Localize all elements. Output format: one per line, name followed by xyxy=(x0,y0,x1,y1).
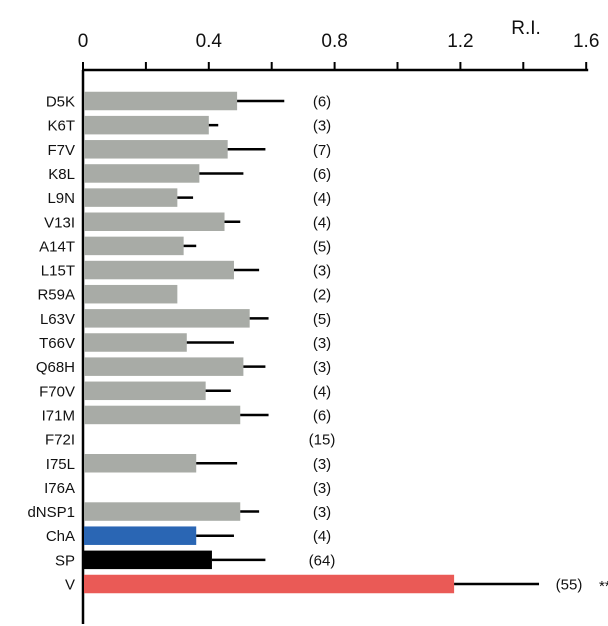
x-tick-label: 1.2 xyxy=(447,31,473,52)
bar xyxy=(84,526,197,545)
sample-size-label: (55) xyxy=(556,577,583,594)
category-label: A14T xyxy=(39,238,75,255)
category-label: L15T xyxy=(41,263,75,280)
bar xyxy=(84,115,209,135)
category-label: K6T xyxy=(47,118,75,135)
bar xyxy=(84,140,228,159)
sample-size-label: (4) xyxy=(313,528,331,545)
x-tick-label: 0.8 xyxy=(321,31,347,52)
bar xyxy=(84,333,187,352)
category-label: L63V xyxy=(40,311,75,328)
category-label: F72I xyxy=(45,432,75,449)
x-tick-label: 0.4 xyxy=(196,31,223,52)
bar xyxy=(84,188,178,207)
x-axis: 0 0.4 0.8 1.2 1.6 xyxy=(78,31,599,72)
sample-size-label: (4) xyxy=(313,190,331,207)
significance-marker: *** xyxy=(599,578,608,595)
category-label: T66V xyxy=(39,335,75,352)
category-label: V xyxy=(65,577,75,594)
sample-size-label: (3) xyxy=(313,480,331,497)
bar xyxy=(84,284,178,304)
bar xyxy=(84,91,238,111)
sample-size-label: (5) xyxy=(313,311,331,328)
bar xyxy=(84,550,212,570)
sample-size-label: (4) xyxy=(313,214,331,231)
sample-size-label: (4) xyxy=(313,383,331,400)
bar xyxy=(84,381,206,401)
sample-size-label: (3) xyxy=(313,359,331,376)
sample-size-label: (3) xyxy=(313,118,331,135)
bar xyxy=(84,357,244,376)
category-label: F7V xyxy=(47,142,75,159)
sample-size-label: (6) xyxy=(313,407,331,424)
category-label: K8L xyxy=(48,166,75,183)
sample-size-label: (3) xyxy=(313,335,331,352)
x-tick-label: 1.6 xyxy=(573,31,599,52)
sample-size-label: (64) xyxy=(309,552,336,569)
sample-size-label: (2) xyxy=(313,287,331,304)
sample-size-label: (3) xyxy=(313,456,331,473)
bar xyxy=(84,260,234,280)
bar xyxy=(84,405,241,425)
bar xyxy=(84,454,197,473)
category-label: L9N xyxy=(47,190,75,207)
category-label: V13I xyxy=(44,214,75,231)
category-label: ChA xyxy=(46,528,75,545)
category-label: dNSP1 xyxy=(27,504,75,521)
bars: D5K (6) K6T (3) F7V (7) K8L (6) L9N (4) V13I (4) A14… xyxy=(27,91,608,595)
sample-size-label: (5) xyxy=(313,238,331,255)
category-label: R59A xyxy=(37,287,75,304)
bar xyxy=(84,164,200,183)
category-label: Q68H xyxy=(36,359,75,376)
category-label: D5K xyxy=(46,94,75,111)
category-label: F70V xyxy=(39,383,75,400)
sample-size-label: (6) xyxy=(313,94,331,111)
category-label: I76A xyxy=(44,480,75,497)
bar xyxy=(84,309,250,328)
category-label: SP xyxy=(55,552,75,569)
sample-size-label: (3) xyxy=(313,504,331,521)
bar xyxy=(84,212,225,231)
axis-title: R.I. xyxy=(511,18,541,39)
sample-size-label: (15) xyxy=(309,432,336,449)
bar xyxy=(84,236,184,256)
sample-size-label: (3) xyxy=(313,263,331,280)
bar xyxy=(84,502,241,521)
category-label: I71M xyxy=(42,407,75,424)
sample-size-label: (6) xyxy=(313,166,331,183)
sample-size-label: (7) xyxy=(313,142,331,159)
x-tick-label: 0 xyxy=(78,31,89,52)
category-label: I75L xyxy=(46,456,75,473)
bar xyxy=(84,574,455,594)
